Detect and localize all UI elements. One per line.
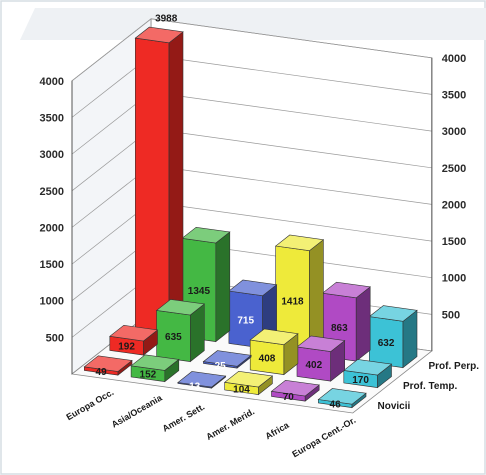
bar [155,299,206,363]
bar-top-face [109,324,159,342]
series-label: Prof. Perp. [429,361,480,372]
y-tick-label-left: 4000 [40,76,64,88]
y-tick-label-right: 1000 [442,273,466,285]
bar [134,26,184,336]
value-label: 635 [165,332,182,343]
bar-side-face [168,31,184,336]
bar-top-face [296,335,346,352]
value-label: 3988 [155,13,178,24]
bar [177,371,227,389]
y-tick-label-right: 3000 [442,126,466,138]
chart-bars [83,26,418,409]
bar [83,355,133,376]
value-label: 715 [237,316,254,327]
value-label: 1418 [281,296,304,307]
y-tick-label-left: 1500 [40,259,64,271]
bar-top-face [181,226,231,244]
bar-top-face [155,299,206,316]
y-tick-label-right: 3500 [442,89,466,101]
y-tick-label-left: 1000 [40,296,64,308]
value-label: 863 [331,323,348,334]
series-label: Prof. Temp. [403,381,457,392]
bar-top-face [317,388,367,405]
y-tick-label-left: 2000 [40,222,64,234]
bar-top-face [130,354,180,371]
bar [368,305,418,369]
series-label: Novicii [378,401,411,412]
value-label: 46 [330,400,342,411]
y-tick-label-left: 3000 [40,149,64,161]
bar [130,354,180,383]
y-tick-label-right: 500 [442,309,460,321]
bar [296,335,346,382]
value-label: 13 [189,381,201,392]
bar-top-face [343,359,393,376]
bar [274,234,325,356]
value-label: 25 [215,361,227,372]
bar-top-face [228,279,278,297]
y-tick-label-left: 2500 [40,186,64,198]
y-tick-label-right: 1500 [442,236,466,248]
bar-top-face [177,371,227,388]
value-label: 170 [352,375,369,386]
value-label: 192 [118,342,135,353]
bar-top-face [223,370,274,388]
value-label: 152 [140,370,157,381]
bar-top-face [274,234,325,252]
y-tick-label-right: 2500 [442,163,466,175]
bar-top-face [368,305,418,322]
bar-side-face [215,231,231,343]
bar [270,379,320,402]
y-tick-label-right: 2000 [442,199,466,211]
value-label: 408 [259,353,276,364]
bar-side-face [355,286,371,362]
bar [343,359,393,389]
bar [317,388,367,409]
bar [249,328,299,376]
y-tick-label-left: 3500 [40,112,64,124]
value-label: 49 [96,367,108,378]
value-label: 402 [305,360,322,371]
bar-top-face [249,328,299,346]
y-tick-label-left: 500 [46,332,64,344]
value-label: 104 [233,384,250,395]
bar-top-face [270,379,320,397]
bar-front-face [135,37,170,336]
value-label: 632 [378,338,395,349]
value-label: 1345 [188,286,211,297]
bar [202,350,252,369]
bar [223,370,274,396]
gridline [71,18,432,82]
bar [109,324,159,356]
bar-top-face [321,281,371,299]
bar-top-face [202,350,252,367]
y-tick-label-right: 4000 [442,53,466,65]
value-label: 70 [283,392,295,403]
bar-top-face [83,355,133,372]
bar-top-face [134,26,184,44]
